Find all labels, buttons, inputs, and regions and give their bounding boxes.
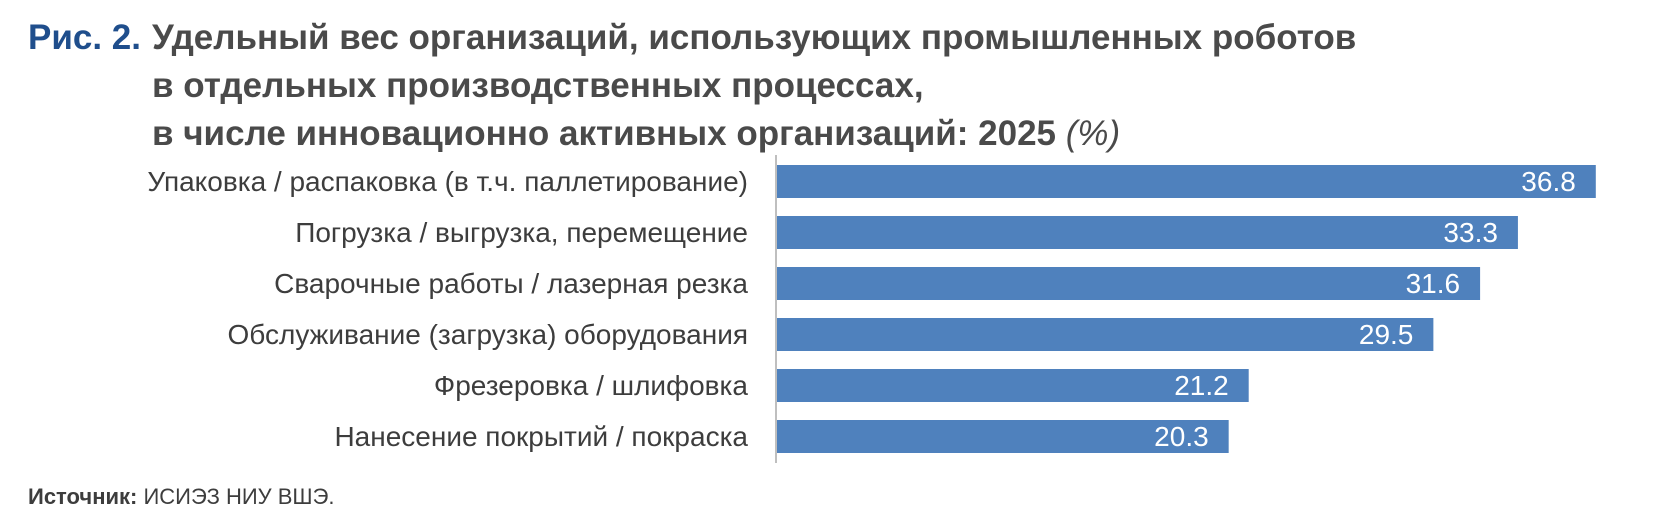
bar (777, 267, 1481, 300)
bar-chart: Упаковка / распаковка (в т.ч. паллетиров… (147, 155, 1596, 463)
category-label: Погрузка / выгрузка, перемещение (295, 217, 748, 248)
bar (777, 369, 1249, 402)
category-label: Обслуживание (загрузка) оборудования (227, 319, 748, 350)
chart-title-line-2: в отдельных производственных процессах, (152, 66, 924, 105)
category-label: Упаковка / распаковка (в т.ч. паллетиров… (147, 166, 748, 197)
chart-unit-label: (%) (1065, 114, 1121, 153)
bar-value-label: 31.6 (1406, 268, 1461, 299)
bar-value-label: 33.3 (1443, 217, 1498, 248)
bar-value-label: 36.8 (1521, 166, 1576, 197)
chart-title-line-1: Удельный вес организаций, использующих п… (152, 18, 1357, 57)
source-note: Источник: ИСИЭЗ НИУ ВШЭ. (28, 484, 335, 510)
figure-label: Рис. 2. (28, 18, 141, 57)
bar (777, 165, 1596, 198)
category-label: Фрезеровка / шлифовка (434, 370, 748, 401)
bar-group: Упаковка / распаковка (в т.ч. паллетиров… (147, 165, 1596, 453)
source-text: ИСИЭЗ НИУ ВШЭ. (143, 484, 335, 509)
chart-title-line-3-text: в числе инновационно активных организаци… (152, 114, 1057, 153)
category-label: Сварочные работы / лазерная резка (274, 268, 748, 299)
bar (777, 420, 1229, 453)
chart-title-line-3: в числе инновационно активных организаци… (152, 110, 1120, 158)
bar-value-label: 29.5 (1359, 319, 1414, 350)
bar-value-label: 20.3 (1154, 421, 1209, 452)
bar (777, 216, 1518, 249)
bar (777, 318, 1434, 351)
category-label: Нанесение покрытий / покраска (334, 421, 748, 452)
source-label: Источник: (28, 484, 138, 509)
bar-value-label: 21.2 (1174, 370, 1229, 401)
